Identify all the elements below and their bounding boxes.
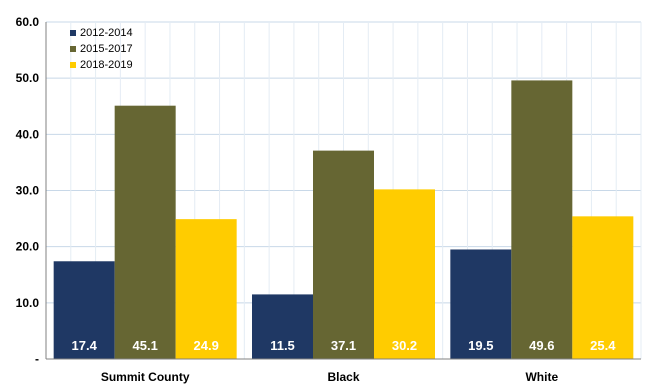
x-category-label: Summit County bbox=[101, 370, 190, 384]
y-tick-label: 60.0 bbox=[16, 15, 40, 29]
bar-2015-2017-summit-county bbox=[114, 105, 176, 360]
legend-swatch bbox=[70, 46, 76, 52]
data-label: 30.2 bbox=[392, 338, 417, 353]
bar-2015-2017-white bbox=[511, 80, 573, 359]
bar-2018-2019-white bbox=[572, 216, 634, 359]
bar-2012-2014-white bbox=[450, 249, 512, 359]
y-tick-label: 20.0 bbox=[16, 240, 40, 254]
data-label: 49.6 bbox=[529, 338, 554, 353]
data-label: 19.5 bbox=[468, 338, 493, 353]
y-tick-label: 50.0 bbox=[16, 71, 40, 85]
legend-label: 2012-2014 bbox=[80, 27, 133, 39]
bar-2012-2014-summit-county bbox=[53, 261, 115, 359]
data-label: 37.1 bbox=[331, 338, 356, 353]
data-label: 17.4 bbox=[72, 338, 98, 353]
x-axis-categories: Summit County Black White bbox=[101, 370, 559, 384]
legend-swatch bbox=[70, 30, 76, 36]
data-label: 45.1 bbox=[133, 338, 158, 353]
y-tick-label: 30.0 bbox=[16, 184, 40, 198]
bar-2018-2019-black bbox=[374, 189, 435, 359]
y-tick-label: 40.0 bbox=[16, 127, 40, 141]
bar-2015-2017-black bbox=[313, 150, 374, 359]
data-label: 25.4 bbox=[590, 338, 616, 353]
bar-2018-2019-summit-county bbox=[175, 219, 237, 359]
y-tick-label: 10.0 bbox=[16, 296, 40, 310]
x-category-label: Black bbox=[327, 370, 359, 384]
bars bbox=[53, 80, 634, 360]
data-label: 11.5 bbox=[270, 338, 295, 353]
data-labels: 17.4 45.1 24.9 11.5 37.1 30.2 19.5 49.6 25.4 bbox=[72, 338, 617, 353]
data-label: 24.9 bbox=[194, 338, 219, 353]
x-category-label: White bbox=[525, 370, 558, 384]
y-tick-label: - bbox=[35, 352, 39, 366]
y-axis-ticks: - 10.0 20.0 30.0 40.0 50.0 60.0 bbox=[16, 15, 40, 366]
legend: 2012-2014 2015-2017 2018-2019 bbox=[70, 27, 133, 71]
legend-label: 2018-2019 bbox=[80, 59, 133, 71]
legend-label: 2015-2017 bbox=[80, 43, 133, 55]
legend-swatch bbox=[70, 62, 76, 68]
bar-2012-2014-black bbox=[252, 294, 313, 359]
